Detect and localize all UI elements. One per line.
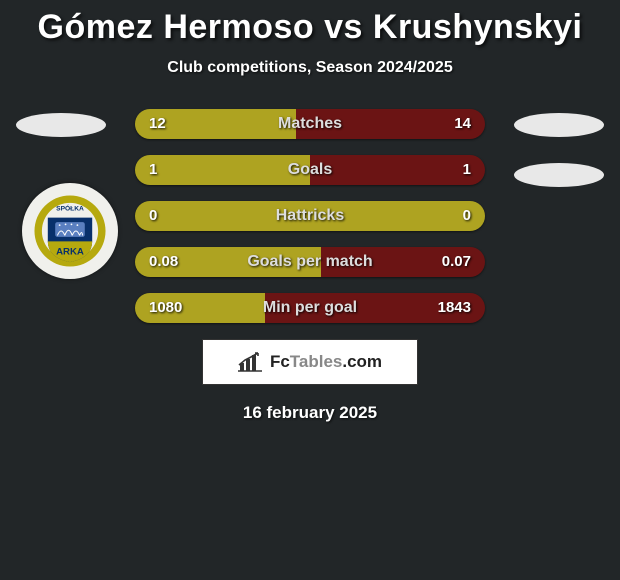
bar-value-left: 1080	[149, 293, 182, 323]
page-title: Gómez Hermoso vs Krushynskyi	[0, 8, 620, 47]
bar-value-right: 1843	[438, 293, 471, 323]
bar-label: Min per goal	[135, 293, 485, 323]
brand-box: FcTables.com	[202, 339, 418, 385]
club-badge: SPÓŁKA ARKA	[22, 183, 118, 279]
bar-row: Min per goal1080 1843	[135, 293, 485, 323]
bar-value-right: 0.07	[442, 247, 471, 277]
subtitle: Club competitions, Season 2024/2025	[0, 59, 620, 77]
bar-chart-icon	[238, 351, 264, 373]
bar-label: Matches	[135, 109, 485, 139]
bar-value-left: 12	[149, 109, 166, 139]
brand-text: FcTables.com	[270, 352, 382, 372]
badge-top-text: SPÓŁKA	[56, 203, 84, 212]
date-text: 16 february 2025	[0, 403, 620, 423]
bar-row: Matches12 14	[135, 109, 485, 139]
bar-value-left: 0	[149, 201, 157, 231]
bar-label: Goals	[135, 155, 485, 185]
bar-value-right: 14	[454, 109, 471, 139]
bar-row: Goals per match0.08 0.07	[135, 247, 485, 277]
bar-value-right: 0	[463, 201, 471, 231]
player-left-placeholder	[16, 113, 106, 137]
badge-bottom-text: ARKA	[56, 247, 84, 258]
bar-label: Goals per match	[135, 247, 485, 277]
bar-value-left: 0.08	[149, 247, 178, 277]
bar-label: Hattricks	[135, 201, 485, 231]
player-right-placeholder-2	[514, 163, 604, 187]
player-right-placeholder-1	[514, 113, 604, 137]
content-area: SPÓŁKA ARKA Matches1214Goals11Hattricks0…	[0, 109, 620, 423]
comparison-bars: Matches12 14 Goals1 1 Hattricks0 0 Goals per m…	[135, 109, 485, 323]
bar-row: Goals1 1	[135, 155, 485, 185]
bar-row: Hattricks0 0	[135, 201, 485, 231]
bar-value-right: 1	[463, 155, 471, 185]
infographic-container: Gómez Hermoso vs Krushynskyi Club compet…	[0, 0, 620, 423]
club-badge-svg: SPÓŁKA ARKA	[33, 194, 107, 268]
bar-value-left: 1	[149, 155, 157, 185]
